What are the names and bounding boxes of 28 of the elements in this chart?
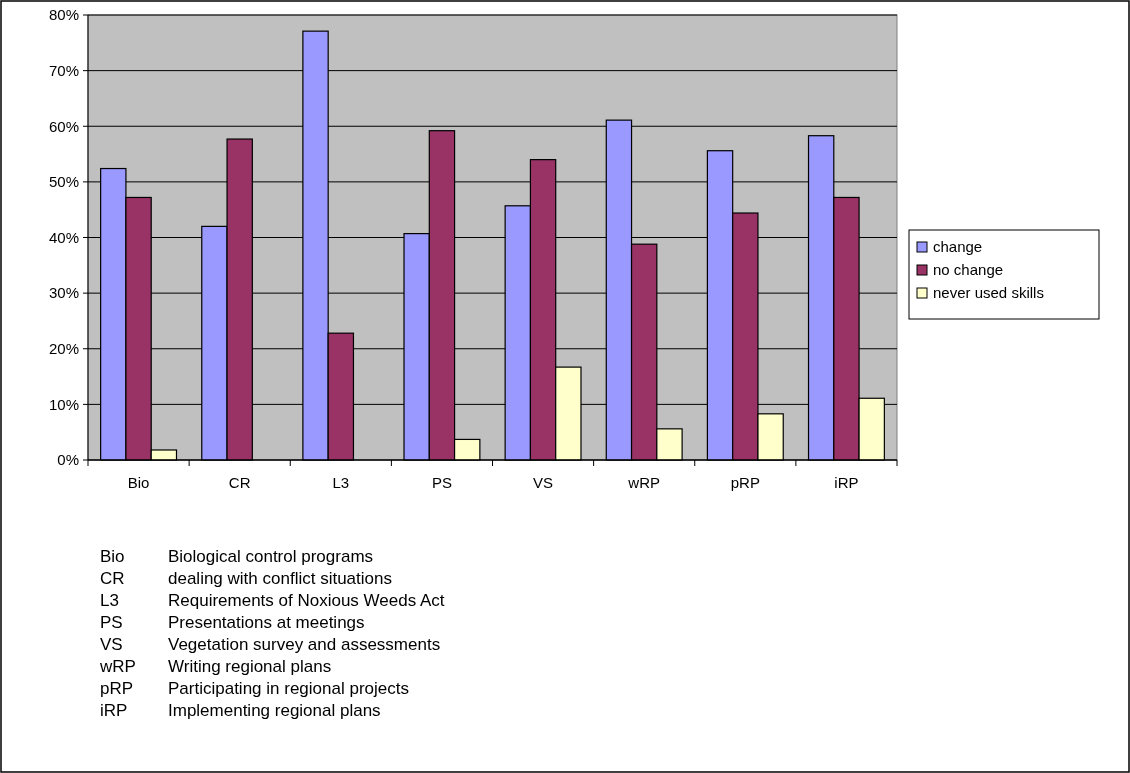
text: pRP Participating in regional projects	[100, 679, 409, 698]
y-tick-label: 30%	[48, 284, 79, 302]
x-tick-label: pRP	[730, 474, 760, 491]
x-tick-label: CR	[228, 474, 251, 491]
x-tick-label: Bio	[127, 474, 150, 491]
text: Bio Biological control programs	[100, 547, 374, 566]
text: PS Presentations at meetings	[100, 613, 365, 632]
y-tick-label: 60%	[48, 117, 79, 135]
x-tick-label: PS	[431, 474, 452, 491]
text: L3 Requirements of Noxious Weeds Act	[100, 591, 445, 610]
legend-label: never used skills	[933, 284, 1044, 302]
x-tick-label: wRP	[627, 474, 661, 491]
text: iRP Implementing regional plans	[100, 701, 381, 720]
y-tick-label: 80%	[48, 6, 79, 24]
x-tick-label: iRP	[834, 474, 859, 491]
x-tick-label: L3	[332, 474, 350, 491]
y-tick-label: 40%	[48, 228, 79, 246]
text: CR dealing with conflict situations	[100, 569, 392, 588]
text: VS Vegetation survey and assessments	[100, 635, 441, 654]
y-tick-label: 0%	[57, 451, 79, 469]
legend-label: change	[933, 238, 983, 256]
text: wRP Writing regional plans	[100, 657, 332, 676]
y-tick-label: 50%	[48, 173, 79, 191]
y-tick-label: 20%	[48, 340, 79, 357]
y-tick-label: 70%	[48, 61, 79, 79]
x-tick-label: VS	[533, 474, 554, 491]
legend-label: no change	[933, 261, 1004, 279]
y-tick-label: 10%	[48, 395, 79, 413]
